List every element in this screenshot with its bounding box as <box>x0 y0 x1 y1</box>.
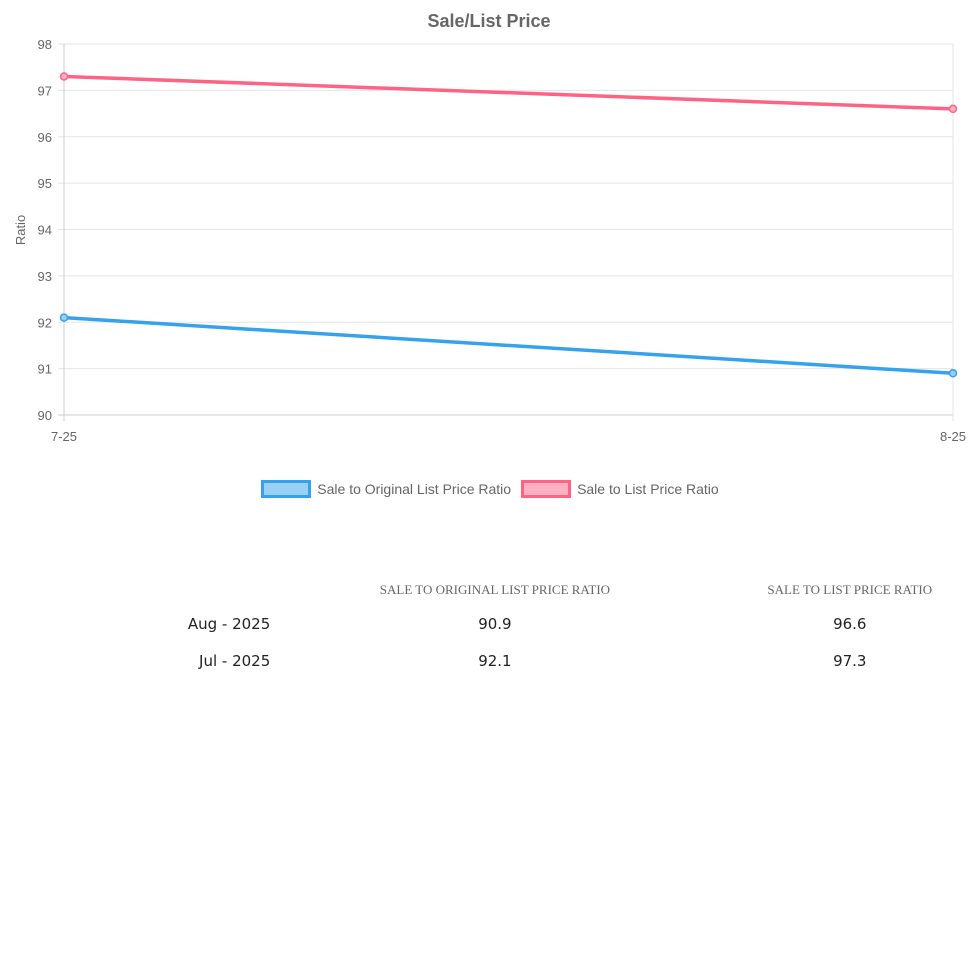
chart-legend: Sale to Original List Price Ratio Sale t… <box>0 480 980 498</box>
y-tick-label: 96 <box>38 130 52 145</box>
table-cell-date: Jul - 2025 <box>199 651 271 670</box>
table-cell-list-ratio: 96.6 <box>833 614 867 633</box>
legend-swatch-list-ratio <box>521 480 572 498</box>
table-header-date <box>0 575 270 605</box>
line-chart: Sale/List Price Ratio 90 91 92 93 94 95 96 97 98… <box>13 11 966 444</box>
series-line-0 <box>63 315 954 376</box>
table-cell-original-ratio: 90.9 <box>478 614 512 633</box>
legend-label-original-ratio: Sale to Original List Price Ratio <box>317 481 512 497</box>
series-line-1 <box>63 74 954 111</box>
y-tick-label: 94 <box>38 223 52 238</box>
data-table: Sale to Original List Price Ratio Sale t… <box>0 575 980 679</box>
table-header-original-ratio: Sale to Original List Price Ratio <box>379 582 611 597</box>
chart-title: Sale/List Price <box>427 11 550 31</box>
x-tick-label: 7-25 <box>51 429 77 444</box>
y-axis-label: Ratio <box>13 215 28 245</box>
series-lines <box>59 72 958 378</box>
y-tick-label: 90 <box>38 408 52 423</box>
y-tick-label: 93 <box>38 269 52 284</box>
data-point <box>948 104 958 114</box>
table-cell-list-ratio: 97.3 <box>833 651 867 670</box>
y-tick-label: 97 <box>38 83 52 98</box>
table-cell-original-ratio: 92.1 <box>478 651 512 670</box>
y-tick-label: 98 <box>38 37 52 52</box>
data-point <box>948 369 958 378</box>
table-row: Jul - 2025 92.1 97.3 <box>0 642 980 679</box>
x-tick-label: 8-25 <box>940 429 966 444</box>
legend-swatch-original-ratio <box>261 480 312 498</box>
data-point <box>59 313 69 322</box>
y-tick-label: 95 <box>38 176 52 191</box>
table-cell-date: Aug - 2025 <box>187 614 271 633</box>
legend-label-list-ratio: Sale to List Price Ratio <box>577 481 719 497</box>
y-tick-label: 91 <box>38 362 52 377</box>
table-header-list-ratio: Sale to List Price Ratio <box>767 582 933 597</box>
y-tick-label: 92 <box>38 315 52 330</box>
table-header-row: Sale to Original List Price Ratio Sale t… <box>0 575 980 605</box>
y-tick-labels: 90 91 92 93 94 95 96 97 98 <box>38 37 52 423</box>
x-tick-labels: 7-25 8-25 <box>51 429 966 444</box>
legend-item-list-ratio[interactable]: Sale to List Price Ratio <box>521 480 719 498</box>
data-point <box>59 72 69 81</box>
table-row: Aug - 2025 90.9 96.6 <box>0 605 980 642</box>
legend-item-original-ratio[interactable]: Sale to Original List Price Ratio <box>261 480 511 498</box>
